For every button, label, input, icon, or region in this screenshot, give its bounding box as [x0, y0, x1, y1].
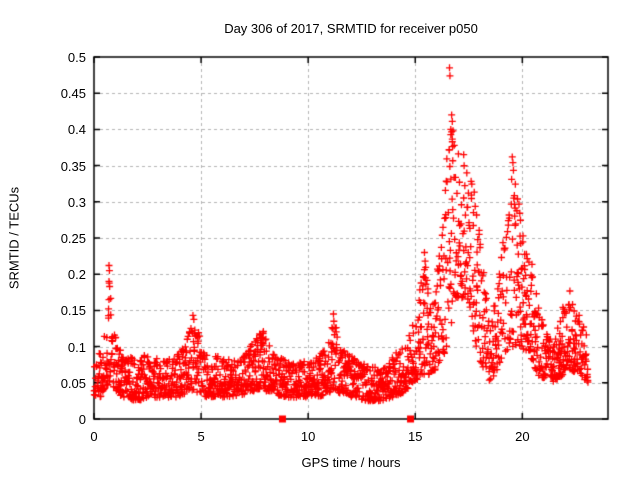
y-tick-label: 0: [78, 412, 86, 427]
y-tick-label: 0.2: [67, 267, 86, 283]
y-tick-label: 0.25: [60, 231, 86, 246]
chart-title: Day 306 of 2017, SRMTID for receiver p05…: [224, 21, 478, 36]
x-axis-label: GPS time / hours: [301, 455, 401, 470]
y-tick-label: 0.1: [67, 339, 86, 355]
x-tick-label: 0: [90, 429, 98, 444]
y-tick-label: 0.4: [67, 122, 86, 138]
y-tick-label: 0.05: [60, 375, 86, 391]
y-tick-label: 0.35: [60, 158, 86, 174]
y-tick-label: 0.3: [67, 194, 86, 210]
y-tick-label: 0.15: [60, 303, 86, 319]
x-tick-label: 5: [197, 429, 205, 444]
x-tick-label: 15: [408, 429, 423, 444]
x-tick-label: 10: [300, 429, 316, 444]
y-tick-label: 0.5: [67, 50, 86, 65]
y-tick-label: 0.45: [60, 86, 86, 102]
x-tick-label: 20: [515, 429, 530, 444]
